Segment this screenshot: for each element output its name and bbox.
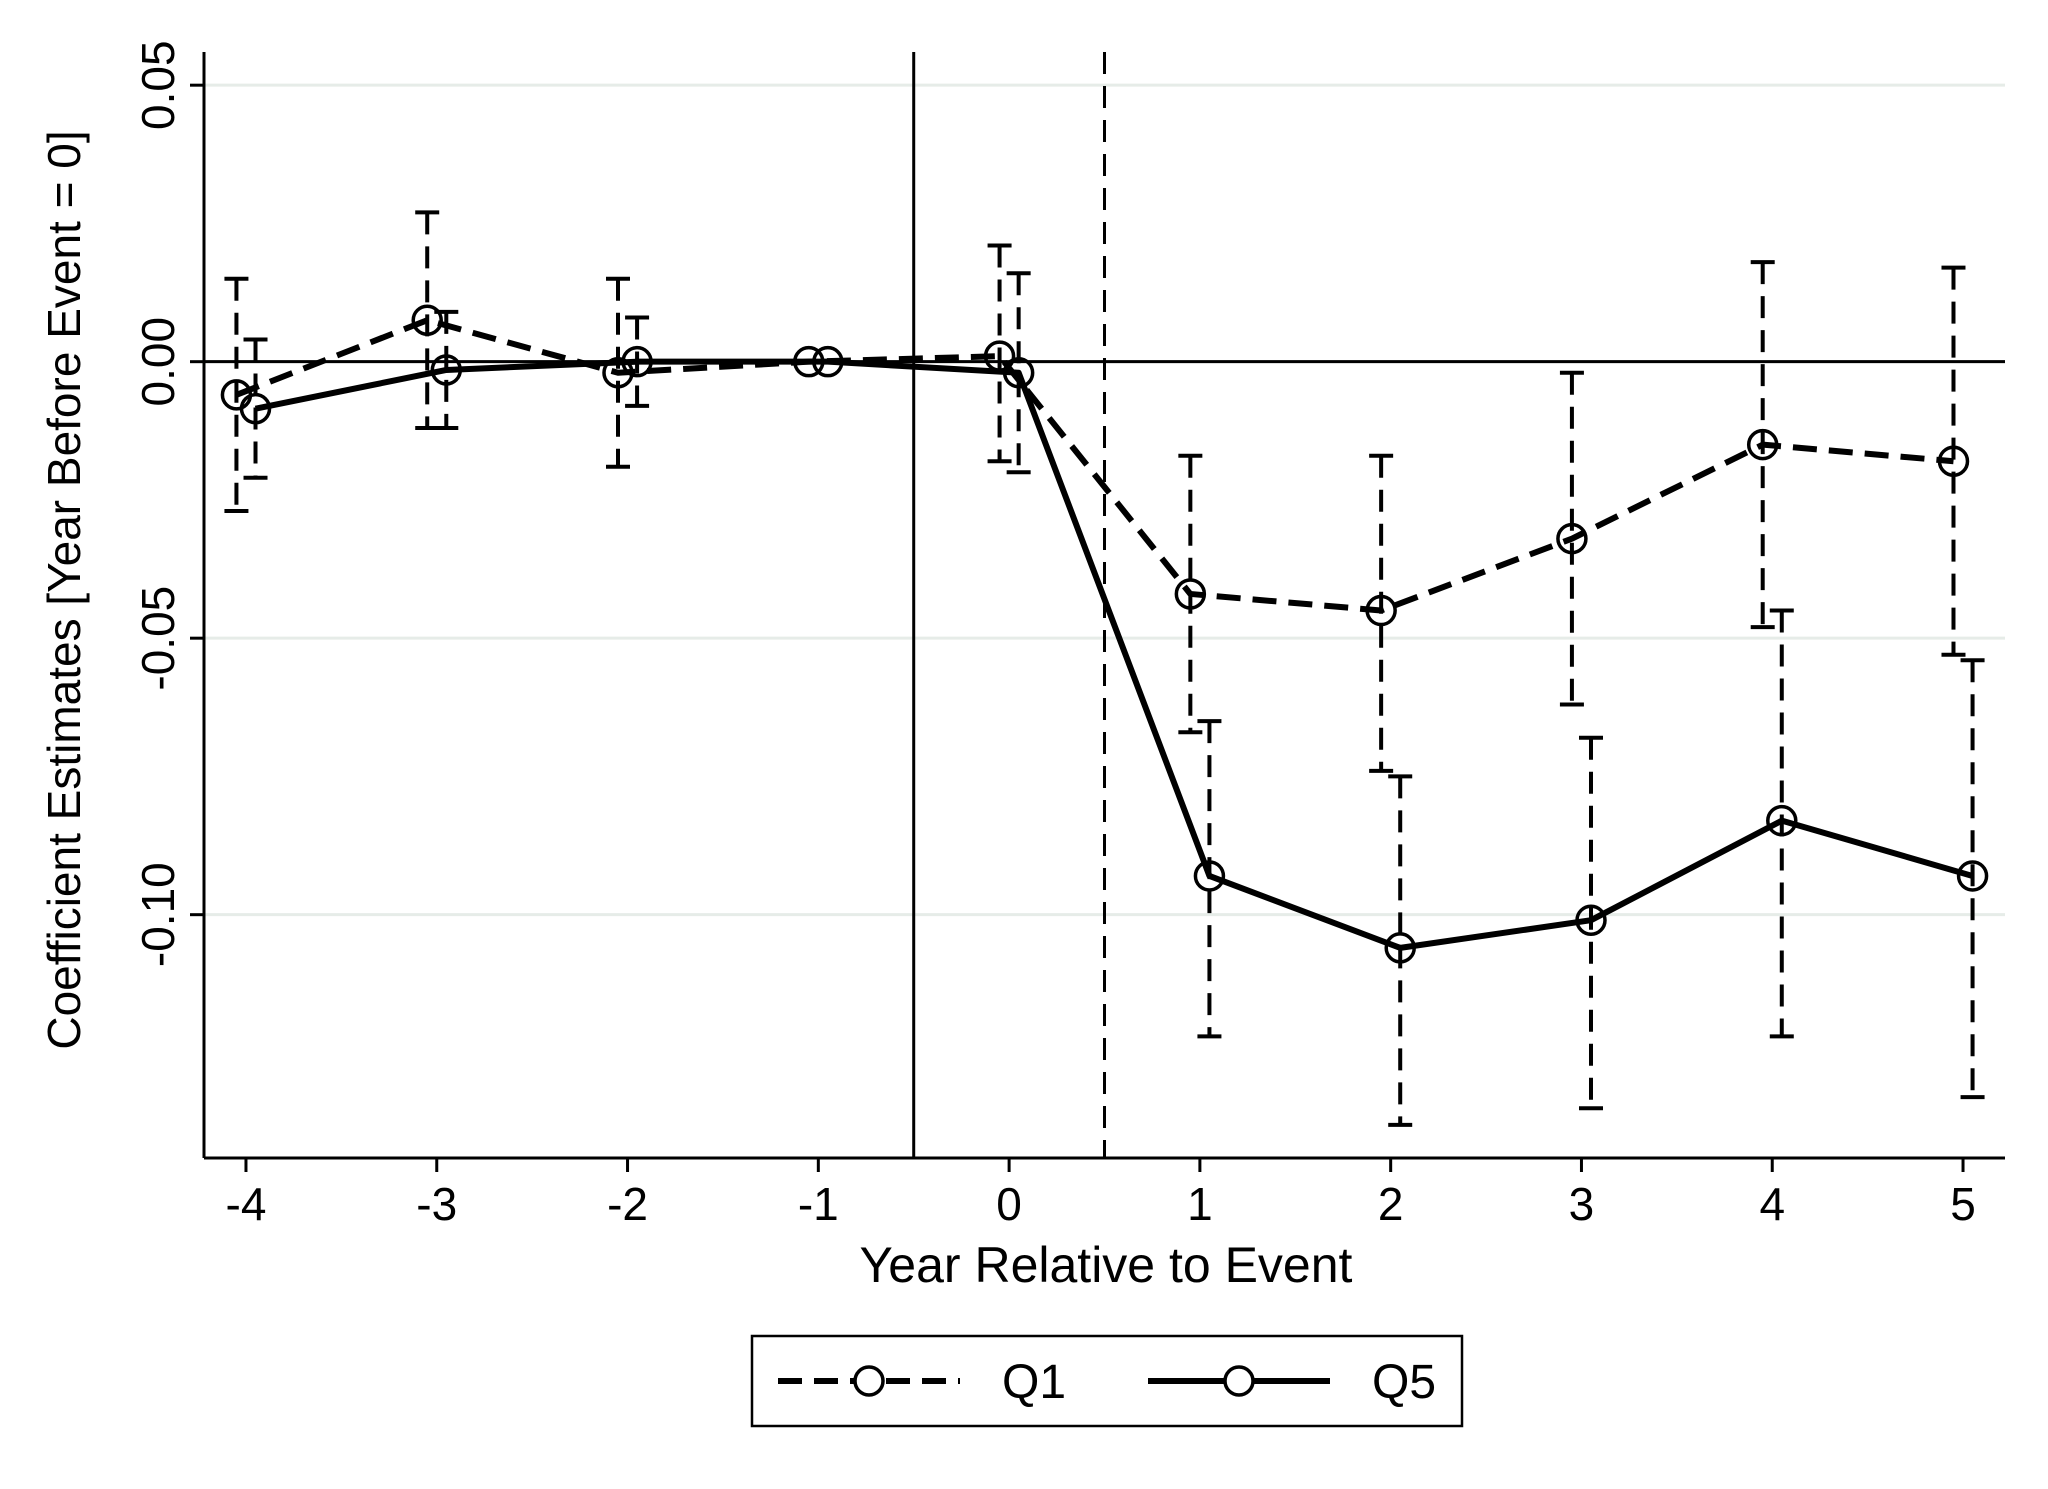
series-line-q1 (235, 317, 1954, 614)
x-tick-label: -2 (607, 1178, 648, 1230)
x-tick-label: 2 (1378, 1178, 1404, 1230)
point-q5 (239, 392, 272, 425)
point-q1 (1174, 578, 1207, 610)
tick-labels: 0.05 0.00 -0.05 -0.10 -4 -3 -2 -1 0 1 2 3 4 5 (132, 40, 1976, 1230)
x-axis-label: Year Relative to Event (860, 1237, 1353, 1293)
x-tick-label: -1 (798, 1178, 839, 1230)
point-q5 (1575, 904, 1607, 936)
point-q5 (1193, 860, 1226, 892)
legend: Q1 Q5 (750, 1334, 1464, 1428)
y-tick-label: -0.05 (132, 586, 184, 691)
point-q5 (1002, 356, 1035, 389)
legend-marker-q5 (1223, 1365, 1255, 1397)
y-axis-label: Coefficient Estimates [Year Before Event… (38, 130, 90, 1049)
axes (190, 52, 2005, 1172)
x-tick-label: 1 (1187, 1178, 1213, 1230)
point-q1 (1556, 522, 1588, 555)
point-q1 (602, 356, 634, 389)
x-tick-label: 0 (996, 1178, 1022, 1230)
series (220, 210, 1989, 1127)
point-q1 (1937, 445, 1970, 477)
point-q5 (430, 354, 463, 386)
series-line-q5 (254, 358, 1974, 951)
x-tick-label: 5 (1950, 1178, 1976, 1230)
legend-label-q5: Q5 (1372, 1356, 1436, 1409)
point-q1 (411, 304, 443, 336)
x-tick-label: 3 (1569, 1178, 1595, 1230)
legend-marker-q1 (853, 1365, 885, 1397)
point-q5 (1384, 932, 1416, 964)
legend-label-q1: Q1 (1002, 1356, 1066, 1409)
point-q5 (1956, 860, 1989, 892)
x-tick-label: 4 (1759, 1178, 1785, 1230)
point-q5 (621, 345, 653, 378)
series-q5 (239, 271, 1989, 1127)
series-q1 (220, 210, 1970, 773)
y-tick-label: 0.00 (132, 317, 184, 407)
x-tick-label: -3 (416, 1178, 457, 1230)
y-tick-label: -0.10 (132, 862, 184, 967)
y-tick-label: 0.05 (132, 40, 184, 130)
point-q5 (1766, 804, 1798, 837)
x-tick-label: -4 (226, 1178, 267, 1230)
point-q1 (1365, 594, 1397, 627)
point-q1 (1746, 428, 1779, 461)
point-q5 (812, 345, 844, 378)
